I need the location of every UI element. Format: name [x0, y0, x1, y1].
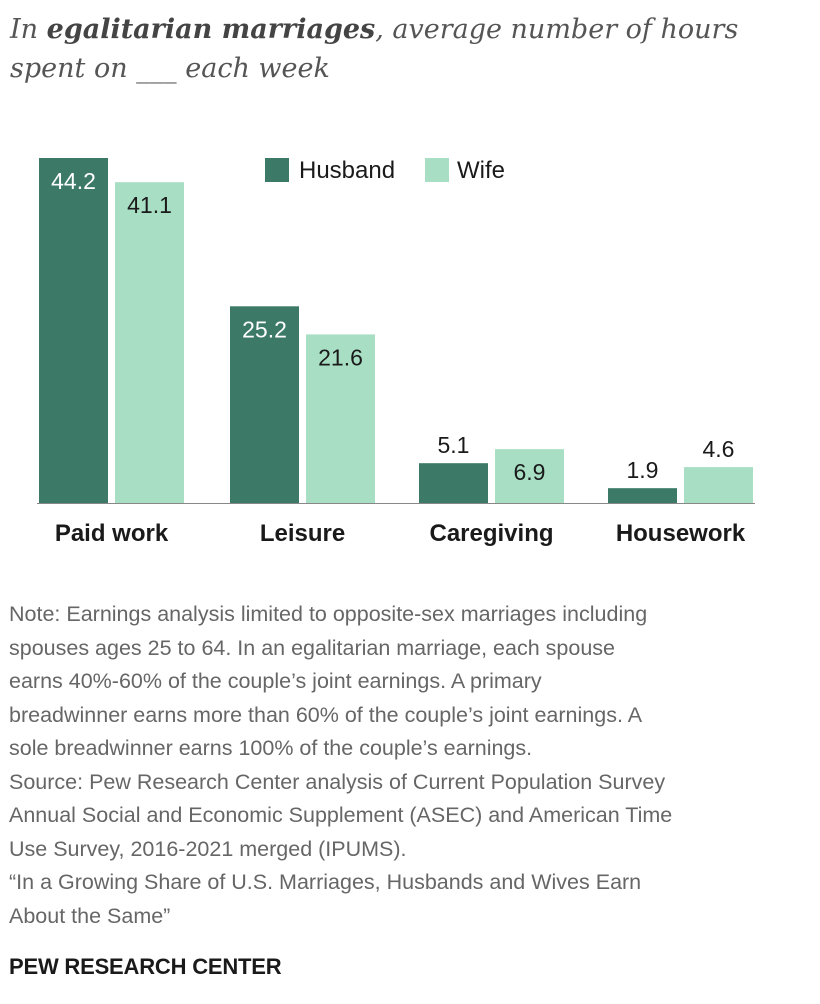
note-line: Annual Social and Economic Supplement (A…: [9, 803, 673, 827]
bar-husband-caregiving: [419, 463, 488, 503]
bar-wife-housework: [684, 467, 753, 503]
data-label: 6.9: [514, 459, 546, 485]
bar-wife-paid-work: [115, 182, 184, 503]
data-label: 1.9: [627, 457, 659, 483]
note-line: breadwinner earns more than 60% of the c…: [9, 702, 643, 727]
data-label: 5.1: [438, 432, 470, 458]
bar-husband-housework: [608, 488, 677, 503]
bar-wife-leisure: [306, 334, 375, 503]
category-label: Housework: [616, 520, 746, 547]
data-label: 44.2: [51, 168, 96, 194]
bar-wife-caregiving: [495, 449, 564, 503]
note-line: Use Survey, 2016-2021 merged (IPUMS).: [9, 836, 407, 861]
bar-chart: 44.2 41.1 Paid work 25.2 21.6 Leisure 5.1 6.9 Ca…: [37, 157, 755, 547]
bar-husband-paid-work: [39, 158, 108, 503]
chart-title-line-1: In egalitarian marriages, average number…: [10, 10, 800, 49]
legend-swatch-wife: [425, 158, 449, 182]
note-line: earns 40%-60% of the couple’s joint earn…: [9, 669, 542, 693]
legend-swatch-husband: [265, 158, 289, 182]
title-prefix: In: [10, 14, 47, 45]
note-line: Source: Pew Research Center analysis of …: [9, 769, 666, 794]
data-label: 25.2: [242, 316, 287, 342]
chart-note: Note: Earnings analysis limited to oppos…: [9, 598, 809, 933]
category-label: Caregiving: [429, 520, 553, 547]
note-line: sole breadwinner earns 100% of the coupl…: [9, 736, 533, 760]
legend-label-husband: Husband: [299, 157, 395, 184]
title-rest: , average number of hours: [375, 14, 739, 45]
chart-title-line-2: spent on ___ each week: [10, 53, 330, 84]
source-organization: PEW RESEARCH CENTER: [9, 954, 282, 979]
data-label: 21.6: [318, 344, 363, 370]
title-emphasis: egalitarian marriages: [46, 14, 376, 45]
category-label: Leisure: [260, 520, 345, 547]
data-label: 4.6: [703, 436, 735, 462]
note-line: Note: Earnings analysis limited to oppos…: [9, 602, 648, 626]
category-label: Paid work: [55, 520, 169, 547]
note-line: “In a Growing Share of U.S. Marriages, H…: [9, 870, 642, 894]
chart-title: In egalitarian marriages, average number…: [10, 10, 800, 88]
legend-label-wife: Wife: [457, 157, 505, 184]
note-line: About the Same”: [9, 903, 171, 928]
data-label: 41.1: [127, 192, 172, 218]
note-line: spouses ages 25 to 64. In an egalitarian…: [9, 635, 615, 660]
bar-husband-leisure: [230, 306, 299, 503]
